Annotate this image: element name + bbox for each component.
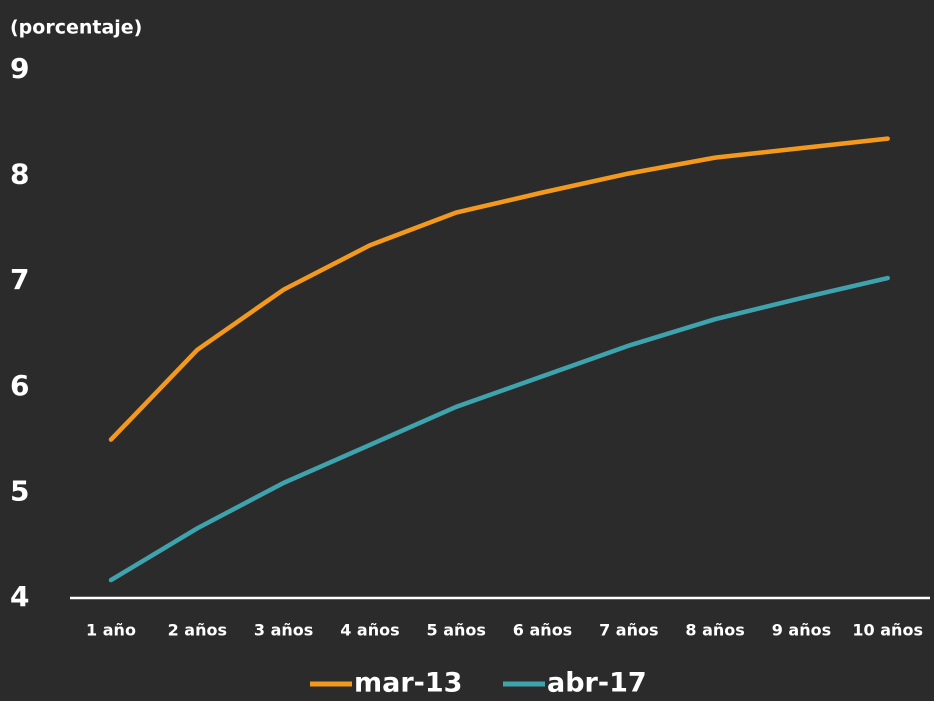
x-tick-label: 5 años (426, 621, 485, 640)
x-tick-label: 6 años (513, 621, 572, 640)
data-line (108, 275, 890, 583)
legend-label: abr-17 (547, 668, 647, 699)
y-axis-label: (porcentaje) (10, 17, 142, 39)
x-tick-label: 10 años (852, 621, 923, 640)
x-tick-label: 2 años (168, 621, 227, 640)
x-tick-label: 3 años (254, 621, 313, 640)
x-tick-label: 7 años (599, 621, 658, 640)
x-tick-label: 4 años (340, 621, 399, 640)
y-tick-label: 8 (10, 158, 29, 191)
y-tick-label: 5 (10, 474, 29, 507)
y-tick-label: 4 (10, 580, 29, 613)
x-tick-label: 8 años (685, 621, 744, 640)
x-tick-label: 9 años (772, 621, 831, 640)
y-tick-label: 9 (10, 52, 29, 85)
y-tick-label: 7 (10, 263, 29, 296)
legend-label: mar-13 (354, 668, 462, 699)
data-line (108, 136, 890, 442)
y-tick-label: 6 (10, 369, 29, 402)
x-tick-label: 1 año (86, 621, 136, 640)
